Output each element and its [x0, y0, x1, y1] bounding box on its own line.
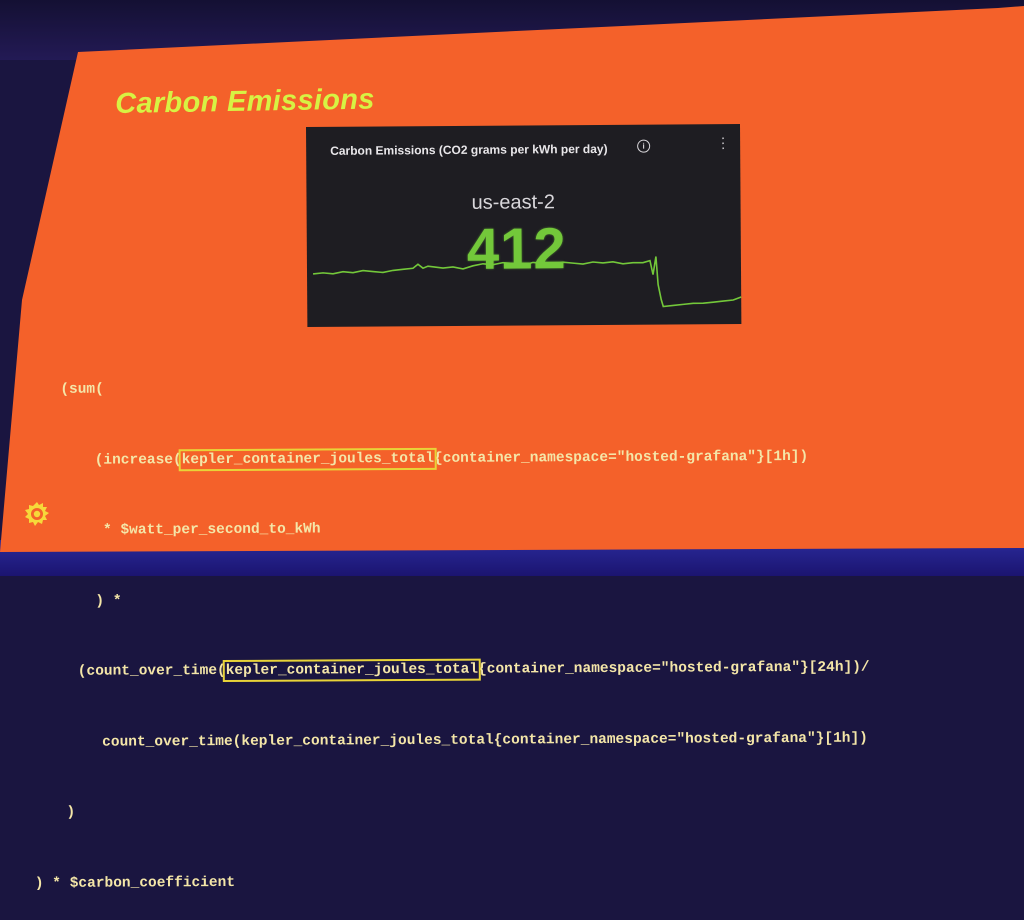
metric-highlight-1: kepler_container_joules_total	[178, 447, 438, 471]
sparkline	[312, 256, 742, 308]
stat-panel[interactable]: Carbon Emissions (CO2 grams per kWh per …	[306, 123, 742, 327]
code-line-5: (count_over_time(kepler_container_joules…	[77, 658, 870, 683]
metric-highlight-2: kepler_container_joules_total	[222, 658, 482, 683]
stat-value: 412	[466, 216, 567, 282]
code-line-6: count_over_time(kepler_container_joules_…	[102, 730, 868, 751]
code-line-1: (sum(	[60, 381, 104, 398]
kebab-menu-icon[interactable]: · · ·	[720, 129, 726, 156]
promql-query: (sum( (increase(kepler_container_joules_…	[28, 328, 870, 920]
code-line-8: ) * $carbon_coefficient	[34, 874, 236, 892]
panel-title: Carbon Emissions (CO2 grams per kWh per …	[330, 141, 608, 158]
panel-header[interactable]: Carbon Emissions (CO2 grams per kWh per …	[306, 124, 740, 163]
slide-title: Carbon Emissions	[115, 83, 375, 120]
code-line-3: * $watt_per_second_to_kWh	[102, 521, 321, 539]
info-icon[interactable]: i	[637, 139, 651, 153]
stat-region-label: us-east-2	[471, 191, 555, 214]
grafana-logo-icon	[25, 502, 49, 526]
code-line-7: )	[66, 804, 76, 821]
code-line-4: ) *	[95, 593, 122, 610]
sparkline-line	[312, 256, 742, 308]
code-line-2: (increase(kepler_container_joules_total{…	[94, 447, 809, 471]
